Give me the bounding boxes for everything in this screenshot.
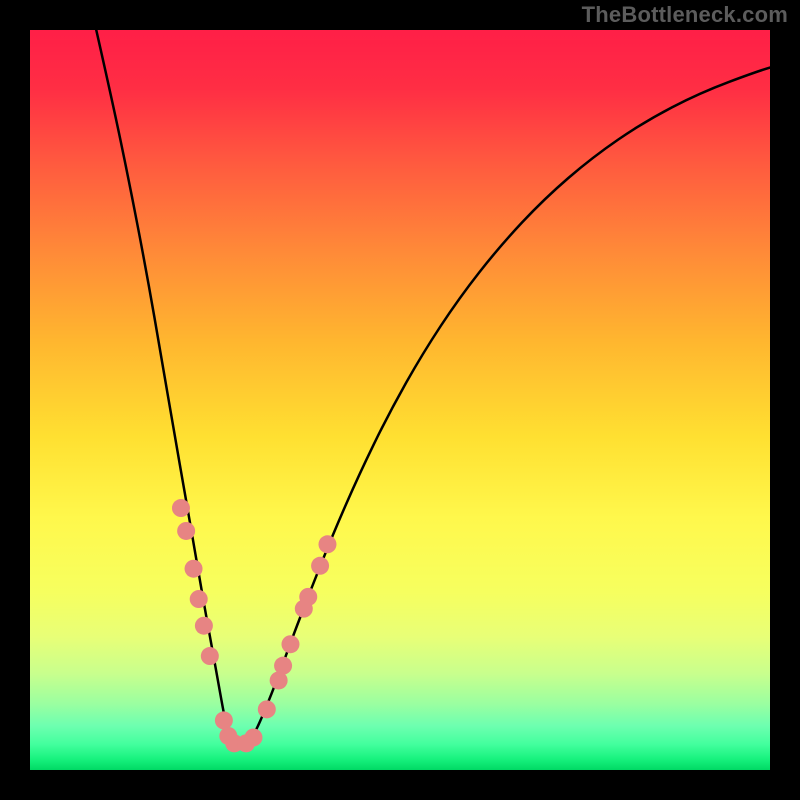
data-point xyxy=(258,700,276,718)
plot-area xyxy=(30,30,770,770)
data-point xyxy=(172,499,190,517)
data-point xyxy=(318,535,336,553)
gradient-background xyxy=(30,30,770,770)
data-point xyxy=(185,560,203,578)
data-point xyxy=(190,590,208,608)
data-point xyxy=(201,647,219,665)
data-point xyxy=(281,635,299,653)
data-point xyxy=(274,657,292,675)
watermark-text: TheBottleneck.com xyxy=(582,2,788,28)
data-point xyxy=(299,588,317,606)
data-point xyxy=(215,711,233,729)
plot-svg xyxy=(30,30,770,770)
chart-frame: TheBottleneck.com xyxy=(0,0,800,800)
data-point xyxy=(244,728,262,746)
data-point xyxy=(311,557,329,575)
data-point xyxy=(177,522,195,540)
data-point xyxy=(195,617,213,635)
